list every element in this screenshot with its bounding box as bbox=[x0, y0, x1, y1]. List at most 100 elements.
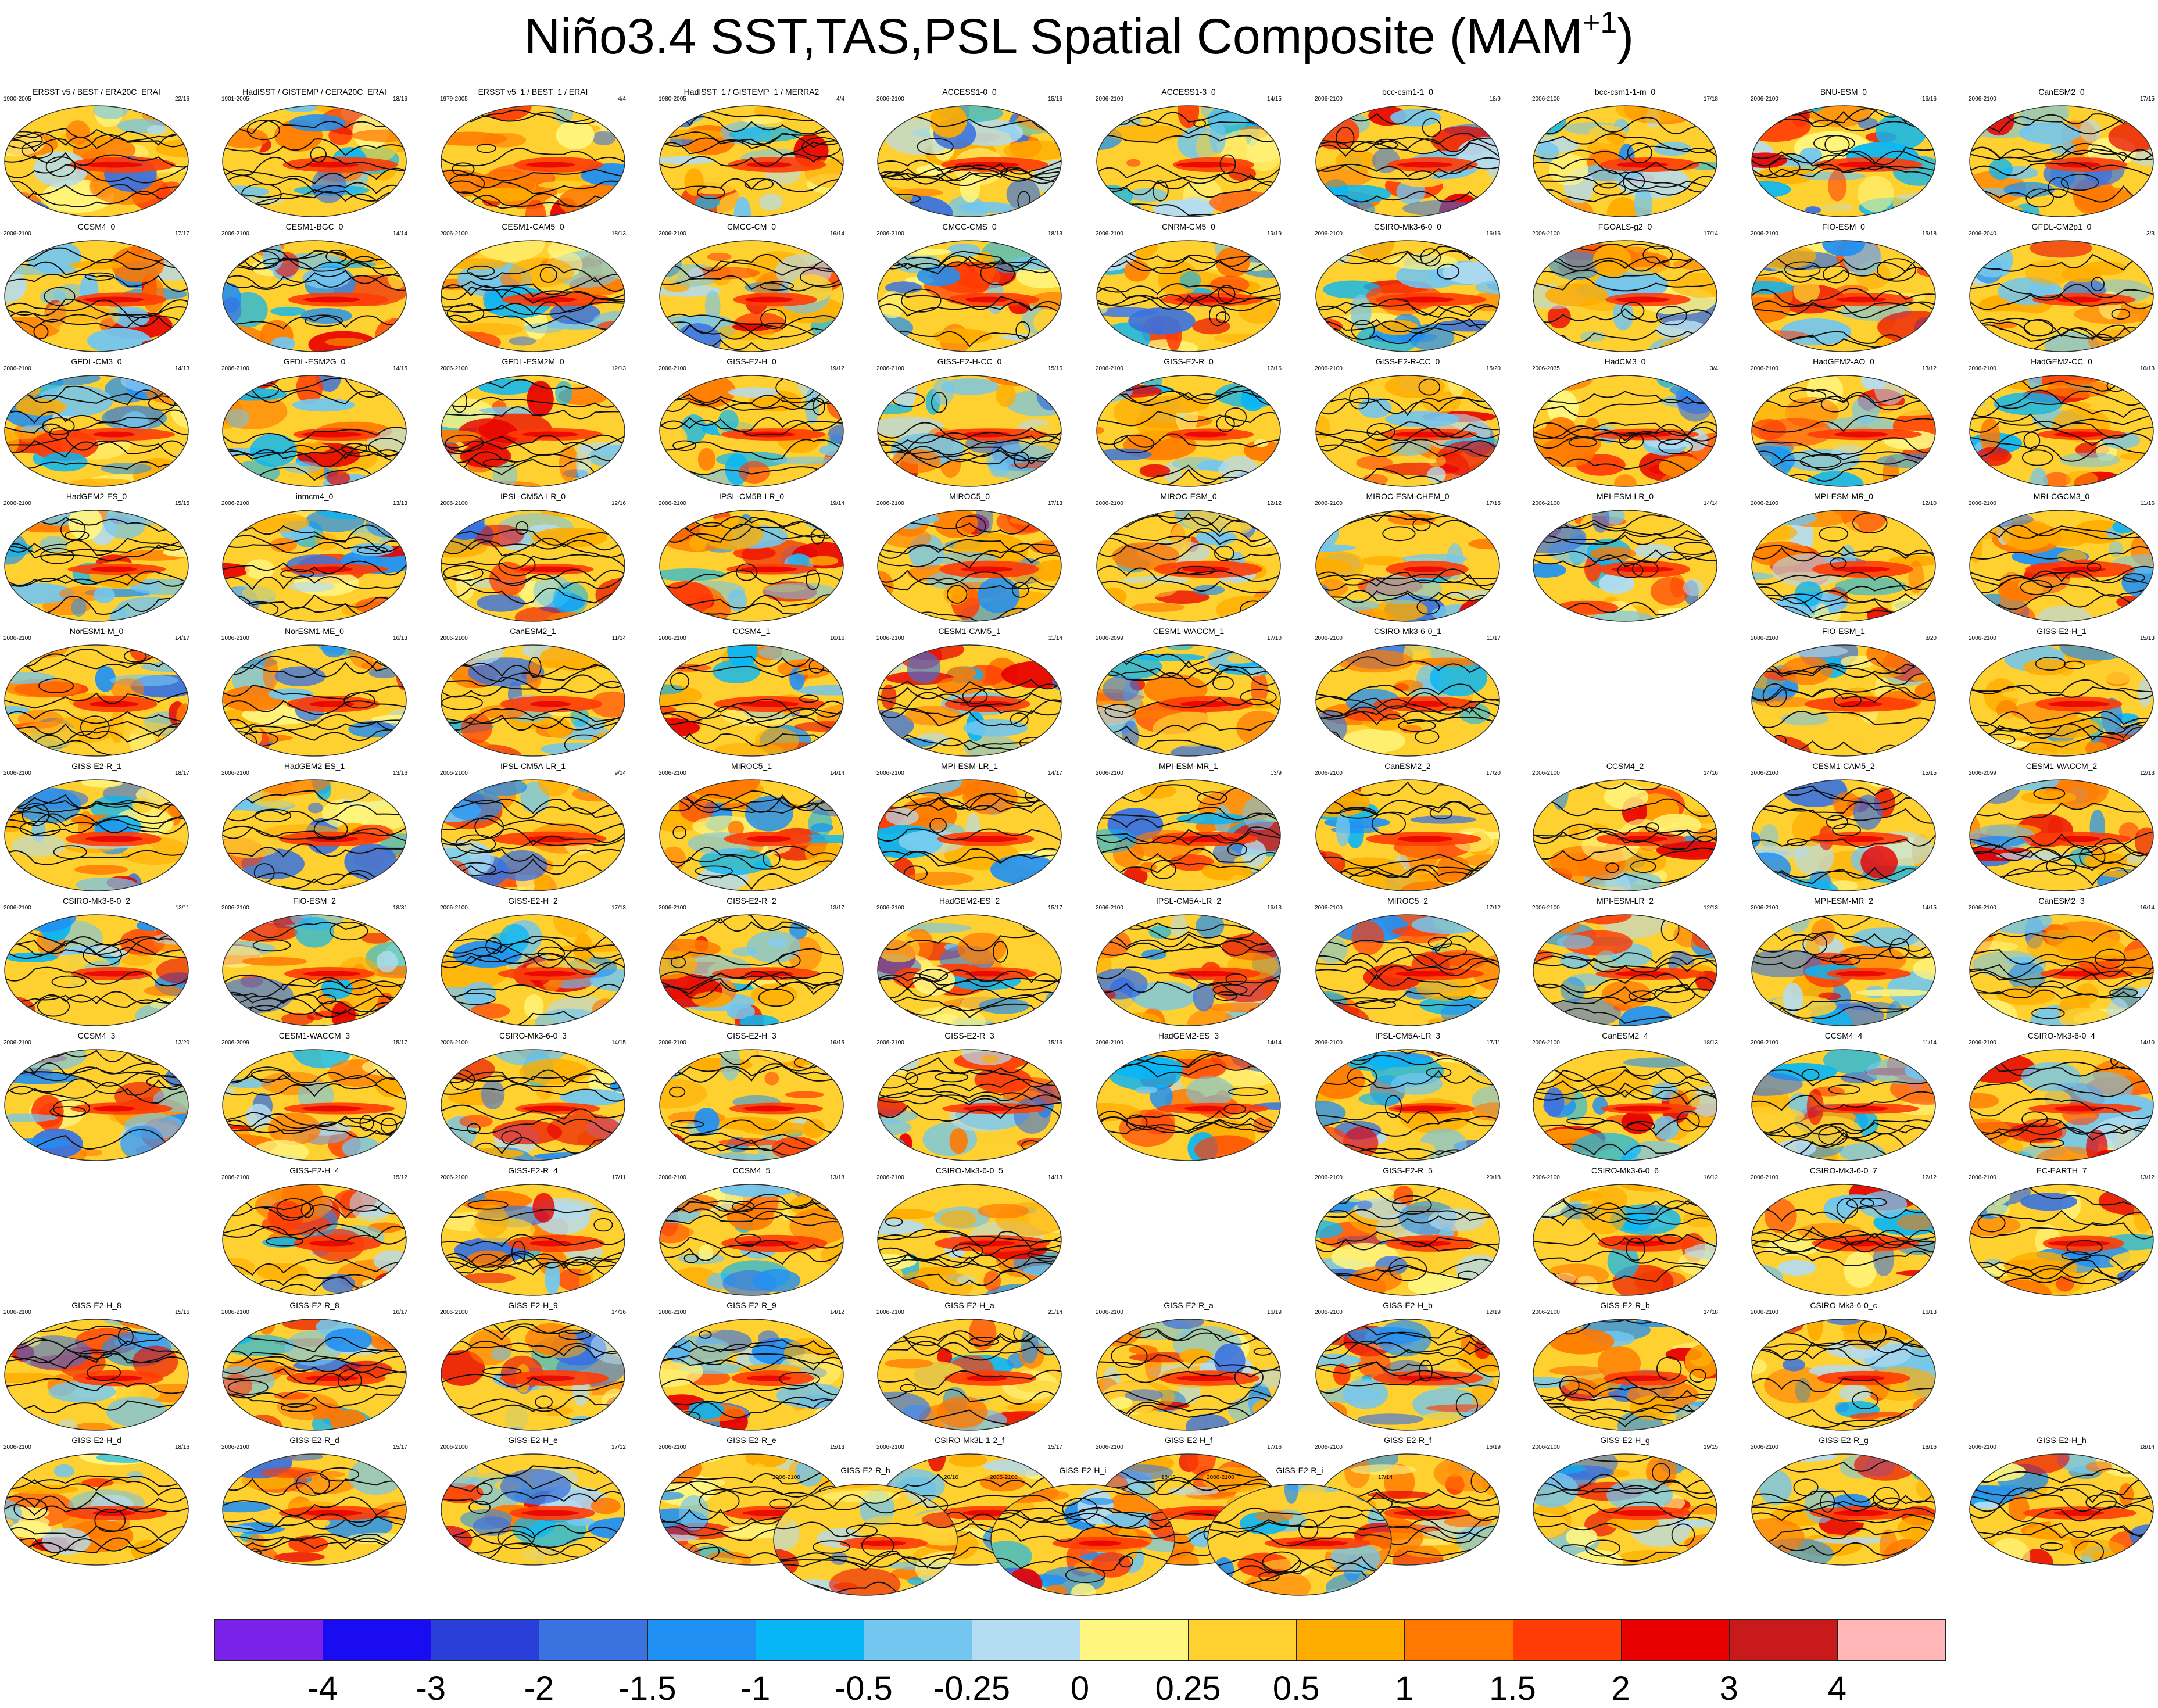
panel-title: CSIRO-Mk3-6-0_3 bbox=[499, 1031, 567, 1040]
panel-title: CanESM2_0 bbox=[2038, 87, 2085, 96]
panel-period: 2006-2100 bbox=[659, 500, 686, 507]
panel-period: 2006-2100 bbox=[659, 905, 686, 911]
map-panel: GISS-E2-H_a 2006-2100 21/14 bbox=[873, 1301, 1066, 1434]
colorbar-swatch bbox=[1296, 1619, 1405, 1661]
map-composite bbox=[1533, 914, 1717, 1026]
map-composite bbox=[1751, 1184, 1936, 1296]
map-panel: GISS-E2-H_i 2006-2100 18/18 bbox=[986, 1466, 1179, 1599]
panel-period: 2006-2100 bbox=[1532, 231, 1560, 237]
map-composite bbox=[659, 1184, 844, 1296]
panel-count: 13/17 bbox=[829, 905, 844, 911]
map-panel: GISS-E2-R_a 2006-2100 16/19 bbox=[1092, 1301, 1285, 1434]
map-composite bbox=[1533, 510, 1717, 622]
panel-period: 2006-2100 bbox=[1751, 1444, 1778, 1451]
panel-count: 19/19 bbox=[1266, 231, 1282, 237]
map-panel: CSIRO-Mk3-6-0_3 2006-2100 14/15 bbox=[436, 1031, 629, 1165]
map-panel: CESM1-WACCM_2 2006-2099 12/13 bbox=[1965, 761, 2158, 895]
panel-period: 2006-2100 bbox=[1969, 1444, 1996, 1451]
panel-title: GISS-E2-R_i bbox=[1276, 1466, 1323, 1475]
map-panel: GISS-E2-H_0 2006-2100 19/12 bbox=[655, 357, 848, 490]
map-composite bbox=[659, 105, 844, 217]
panel-count: 15/13 bbox=[829, 1444, 844, 1451]
map-panel: HadGEM2-ES_3 2006-2100 14/14 bbox=[1092, 1031, 1285, 1165]
panel-period: 2006-2100 bbox=[876, 1175, 904, 1181]
panel-period: 2006-2100 bbox=[221, 366, 249, 372]
panel-count: 4/4 bbox=[618, 96, 626, 102]
panel-period: 2006-2100 bbox=[1096, 1040, 1123, 1046]
panel-period: 2006-2100 bbox=[1096, 366, 1123, 372]
map-composite bbox=[1315, 510, 1500, 622]
panel-count: 18/13 bbox=[1703, 1040, 1718, 1046]
map-composite bbox=[222, 914, 407, 1026]
map-panel: MPI-ESM-LR_2 2006-2100 12/13 bbox=[1529, 896, 1722, 1030]
map-composite bbox=[1096, 510, 1281, 622]
panel-title: MIROC-ESM_0 bbox=[1160, 492, 1217, 501]
panel-title: GFDL-ESM2M_0 bbox=[502, 357, 564, 366]
panel-count: 15/17 bbox=[392, 1444, 407, 1451]
panel-count: 18/16 bbox=[174, 1444, 189, 1451]
panel-title: MPI-ESM-LR_1 bbox=[940, 761, 999, 771]
panel-count: 17/15 bbox=[1486, 500, 1501, 507]
panel-period: 2006-2099 bbox=[221, 1040, 249, 1046]
map-panel: CESM1-WACCM_1 2006-2099 17/10 bbox=[1092, 626, 1285, 760]
panel-count: 17/13 bbox=[611, 905, 626, 911]
panel-period: 2006-2100 bbox=[440, 635, 468, 642]
panel-count: 16/17 bbox=[392, 1309, 407, 1316]
panel-title: CSIRO-Mk3-6-0_0 bbox=[1374, 222, 1441, 231]
panel-title: CanESM2_2 bbox=[1384, 761, 1431, 771]
panel-title: GISS-E2-H_8 bbox=[71, 1301, 121, 1310]
panel-title: CESM1-WACCM_3 bbox=[278, 1031, 350, 1040]
panel-period: 2006-2100 bbox=[221, 905, 249, 911]
panel-title: GISS-E2-R-CC_0 bbox=[1375, 357, 1440, 366]
map-composite bbox=[877, 375, 1062, 487]
panel-count: 17/14 bbox=[1377, 1474, 1393, 1481]
map-composite bbox=[1315, 1319, 1500, 1431]
map-composite bbox=[441, 1049, 625, 1161]
panel-period: 2006-2100 bbox=[990, 1474, 1018, 1481]
map-composite bbox=[441, 105, 625, 217]
map-panel: BNU-ESM_0 2006-2100 16/16 bbox=[1747, 87, 1940, 221]
panel-title: CCSM4_5 bbox=[732, 1166, 771, 1175]
panel-period: 2006-2100 bbox=[1315, 1444, 1343, 1451]
panel-period: 2006-2100 bbox=[440, 1309, 468, 1316]
panel-title: GISS-E2-R_5 bbox=[1383, 1166, 1433, 1175]
panel-title: HadGEM2-ES_0 bbox=[66, 492, 127, 501]
map-composite bbox=[1751, 1319, 1936, 1431]
map-composite bbox=[4, 240, 189, 352]
map-panel: GISS-E2-R_8 2006-2100 16/17 bbox=[218, 1301, 411, 1434]
panel-count: 16/13 bbox=[2139, 366, 2155, 372]
map-panel: CanESM2_2 2006-2100 17/20 bbox=[1311, 761, 1504, 895]
map-composite bbox=[1969, 1453, 2154, 1566]
panel-period: 2006-2100 bbox=[221, 1309, 249, 1316]
panel-period: 2006-2100 bbox=[1969, 635, 1996, 642]
panel-count: 13/11 bbox=[175, 905, 189, 911]
panel-title: EC-EARTH_7 bbox=[2036, 1166, 2087, 1175]
panel-count: 14/17 bbox=[174, 635, 189, 642]
map-panel: ACCESS1-3_0 2006-2100 14/15 bbox=[1092, 87, 1285, 221]
panel-count: 9/14 bbox=[614, 770, 626, 776]
map-composite bbox=[659, 1049, 844, 1161]
panel-title: IPSL-CM5A-LR_2 bbox=[1155, 896, 1222, 905]
map-composite bbox=[1207, 1484, 1392, 1596]
panel-count: 12/12 bbox=[1266, 500, 1282, 507]
panel-title: IPSL-CM5B-LR_0 bbox=[718, 492, 785, 501]
panel-title: GISS-E2-R_e bbox=[727, 1435, 776, 1445]
map-panel: GISS-E2-H_8 2006-2100 15/16 bbox=[0, 1301, 193, 1434]
map-panel: CNRM-CM5_0 2006-2100 19/19 bbox=[1092, 222, 1285, 356]
map-panel: EC-EARTH_7 2006-2100 13/12 bbox=[1965, 1166, 2158, 1299]
panel-period: 2006-2100 bbox=[659, 770, 686, 776]
map-composite bbox=[1096, 105, 1281, 217]
map-composite bbox=[222, 1319, 407, 1431]
panel-title: HadCM3_0 bbox=[1604, 357, 1646, 366]
panel-count: 17/12 bbox=[611, 1444, 626, 1451]
map-panel: MIROC-ESM-CHEM_0 2006-2100 17/15 bbox=[1311, 492, 1504, 625]
map-composite bbox=[441, 779, 625, 891]
map-composite bbox=[4, 914, 189, 1026]
map-composite bbox=[877, 105, 1062, 217]
panel-title: GFDL-CM2p1_0 bbox=[2031, 222, 2092, 231]
panel-period: 2006-2100 bbox=[659, 1040, 686, 1046]
panel-period: 2006-2100 bbox=[1315, 500, 1343, 507]
colorbar-tick-label: 0.5 bbox=[1272, 1670, 1320, 1707]
panel-title: HadGEM2-ES_1 bbox=[284, 761, 345, 771]
map-panel: GISS-E2-R_b 2006-2100 14/18 bbox=[1529, 1301, 1722, 1434]
